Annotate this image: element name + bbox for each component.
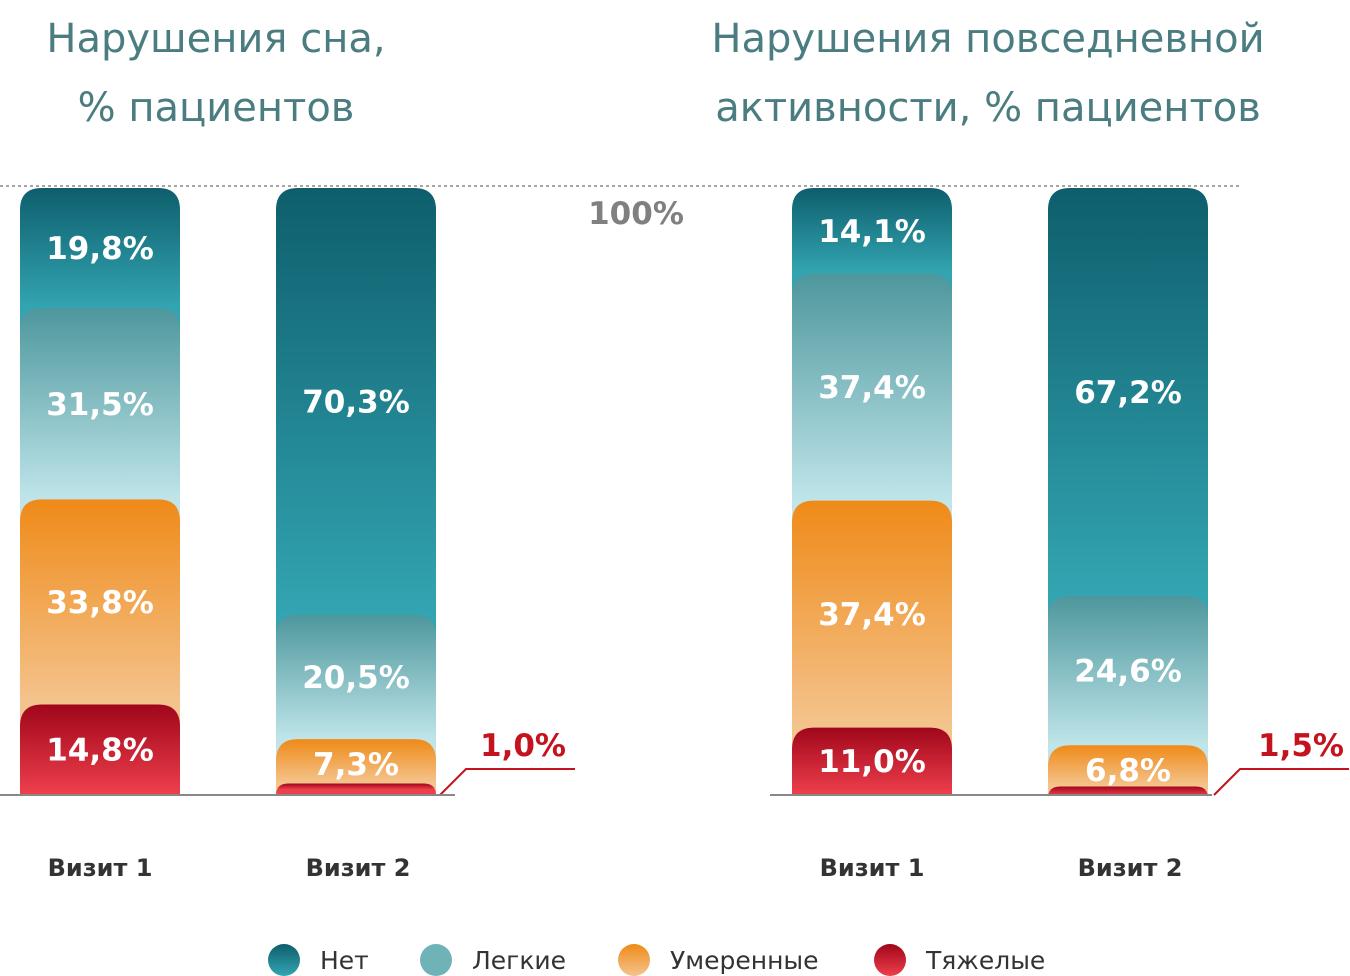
legend-swatch-severe [874,944,906,976]
legend-label-none: Нет [320,946,369,975]
legend-swatch-moderate [618,944,650,976]
x-label-activity-visit2: Визит 2 [1078,854,1183,882]
data-label-chart1-visit1-moderate: 33,8% [46,585,154,621]
legend: Нет Легкие Умеренные Тяжелые [268,944,1045,976]
data-label-chart1-visit2-mild: 20,5% [302,660,410,696]
data-label-chart2-visit1-moderate: 37,4% [818,597,926,633]
data-label-chart2-visit1-mild: 37,4% [818,370,926,406]
reference-label-100: 100% [588,196,684,232]
data-label-chart2-visit2-severe: 1,5% [1258,728,1344,764]
callout-line-chart2 [1213,768,1349,796]
legend-swatch-mild [420,944,452,976]
data-label-chart2-visit1-none: 14,1% [818,214,926,250]
data-label-chart1-visit2-none: 70,3% [302,384,410,420]
callout-line-chart1 [439,768,575,796]
chart-title-activity-line1: Нарушения повседневной [711,16,1264,62]
data-label-chart1-visit2-severe: 1,0% [480,728,566,764]
data-label-chart2-visit2-none: 67,2% [1074,375,1182,411]
data-label-chart2-visit2-moderate: 6,8% [1085,753,1171,789]
chart-title-sleep-line2: % пациентов [78,85,355,131]
bar-segment-chart1-visit2-severe [276,783,436,796]
bar-segment-chart2-visit1-moderate [792,500,952,795]
chart-title-sleep-line1: Нарушения сна, [46,16,385,62]
data-label-chart2-visit1-severe: 11,0% [818,744,926,780]
bar-segment-chart2-visit2-severe [1048,786,1208,799]
chart-title-activity-line2: активности, % пациентов [715,85,1261,131]
data-label-chart2-visit2-mild: 24,6% [1074,654,1182,690]
legend-label-moderate: Умеренные [670,946,819,975]
bar-segment-chart2-visit1-severe [792,727,952,795]
x-label-activity-visit1: Визит 1 [820,854,925,882]
legend-label-severe: Тяжелые [925,946,1045,975]
data-label-chart1-visit1-mild: 31,5% [46,387,154,423]
legend-label-mild: Легкие [472,946,566,975]
data-label-chart1-visit2-moderate: 7,3% [313,747,399,783]
legend-swatch-none [268,944,300,976]
bar-segment-chart2-visit2-moderate [1048,745,1208,795]
bar-segment-chart1-visit1-severe [20,704,180,795]
data-label-chart1-visit1-none: 19,8% [46,231,154,267]
x-label-sleep-visit2: Визит 2 [306,854,411,882]
bar-segment-chart1-visit2-moderate [276,739,436,795]
x-label-sleep-visit1: Визит 1 [48,854,153,882]
data-label-chart1-visit1-severe: 14,8% [46,732,154,768]
